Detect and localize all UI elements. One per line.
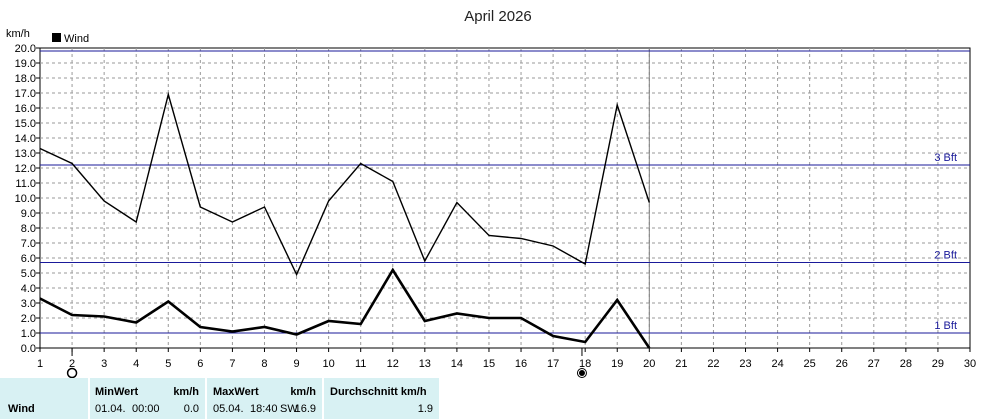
max-unit-header: km/h	[290, 386, 316, 398]
max-value: 16.9	[294, 403, 316, 415]
min-header: MinWert	[95, 386, 139, 398]
x-tick-label: 11	[355, 358, 366, 370]
x-tick-label: 21	[675, 358, 687, 370]
x-tick-label: 4	[133, 358, 139, 370]
wind-chart: April 2026 Wind km/h 1 Bft 2 Bft 3 Bft 0.0…	[6, 8, 976, 378]
chart-title: April 2026	[464, 8, 532, 25]
min-cell: MinWert km/h 01.04. 00:00 0.0	[90, 378, 205, 419]
y-tick-label: 13.0	[15, 148, 36, 160]
y-tick-label: 4.0	[21, 283, 36, 295]
y-tick-label: 8.0	[21, 223, 36, 235]
y-tick-label: 2.0	[21, 313, 36, 325]
x-tick-label: 14	[451, 358, 463, 370]
y-tick-label: 19.0	[15, 58, 36, 70]
stats-row-label: Wind	[8, 403, 35, 415]
axes: 0.01.02.03.04.05.06.07.08.09.010.011.012…	[15, 43, 976, 378]
x-tick-label: 2	[69, 358, 75, 370]
x-tick-label: 5	[165, 358, 171, 370]
x-tick-label: 10	[322, 358, 334, 370]
y-tick-label: 0.0	[21, 343, 36, 355]
reference-label: 2 Bft	[934, 250, 957, 262]
x-tick-label: 17	[547, 358, 559, 370]
max-time: 18:40	[250, 403, 278, 415]
x-tick-label: 22	[707, 358, 719, 370]
x-tick-label: 9	[293, 358, 299, 370]
x-tick-label: 8	[261, 358, 267, 370]
average-wind-line	[39, 267, 651, 349]
avg-value: 1.9	[417, 403, 433, 415]
x-tick-label: 13	[419, 358, 431, 370]
x-tick-label: 16	[515, 358, 527, 370]
min-date: 01.04.	[95, 403, 126, 415]
reference-label: 1 Bft	[934, 320, 957, 332]
y-tick-label: 14.0	[15, 133, 36, 145]
y-tick-label: 1.0	[21, 328, 36, 340]
x-tick-label: 30	[964, 358, 976, 370]
x-tick-label: 3	[101, 358, 107, 370]
x-tick-label: 19	[611, 358, 623, 370]
new-moon-core	[578, 370, 585, 376]
min-value: 0.0	[183, 403, 199, 415]
y-tick-label: 9.0	[21, 208, 36, 220]
y-tick-label: 3.0	[21, 298, 36, 310]
x-tick-label: 20	[643, 358, 655, 370]
full-moon-icon	[66, 367, 78, 378]
x-tick-label: 28	[900, 358, 912, 370]
avg-header: Durchschnitt km/h	[330, 386, 427, 398]
max-wind-line	[39, 91, 650, 277]
reference-lines: 1 Bft 2 Bft 3 Bft	[40, 50, 970, 334]
x-tick-label: 1	[37, 358, 43, 370]
y-tick-label: 18.0	[15, 73, 36, 85]
x-tick-label: 26	[836, 358, 848, 370]
max-date: 05.04.	[213, 403, 244, 415]
series	[39, 91, 651, 349]
grid	[39, 47, 971, 349]
x-tick-label: 12	[387, 358, 399, 370]
max-direction: SW	[280, 403, 298, 415]
x-tick-label: 24	[771, 358, 783, 370]
x-tick-label: 25	[804, 358, 816, 370]
y-tick-label: 20.0	[15, 43, 36, 55]
y-tick-label: 16.0	[15, 103, 36, 115]
y-tick-label: 5.0	[21, 268, 36, 280]
y-tick-label: 17.0	[15, 88, 36, 100]
y-tick-label: 7.0	[21, 238, 36, 250]
min-time: 00:00	[132, 403, 160, 415]
max-header: MaxWert	[213, 386, 259, 398]
y-tick-label: 15.0	[15, 118, 36, 130]
max-cell: MaxWert km/h 05.04. 18:40 SW 16.9	[207, 378, 322, 419]
y-tick-label: 6.0	[21, 253, 36, 265]
y-axis-unit: km/h	[6, 28, 30, 40]
stats-label-cell: Wind	[0, 378, 88, 419]
y-tick-label: 12.0	[15, 163, 36, 175]
legend-label: Wind	[64, 33, 89, 45]
y-tick-label: 10.0	[15, 193, 36, 205]
legend-swatch	[52, 33, 61, 42]
reference-label: 3 Bft	[934, 152, 957, 164]
stats-panel: Wind MinWert km/h 01.04. 00:00 0.0 MaxWe…	[0, 378, 992, 419]
x-tick-label: 27	[868, 358, 880, 370]
min-unit-header: km/h	[173, 386, 199, 398]
x-tick-label: 7	[229, 358, 235, 370]
x-tick-label: 15	[483, 358, 495, 370]
x-tick-label: 23	[739, 358, 751, 370]
avg-cell: Durchschnitt km/h 1.9	[324, 378, 439, 419]
y-tick-label: 11.0	[15, 178, 36, 190]
x-tick-label: 6	[197, 358, 203, 370]
x-tick-label: 29	[932, 358, 944, 370]
x-tick-label: 18	[579, 358, 591, 370]
